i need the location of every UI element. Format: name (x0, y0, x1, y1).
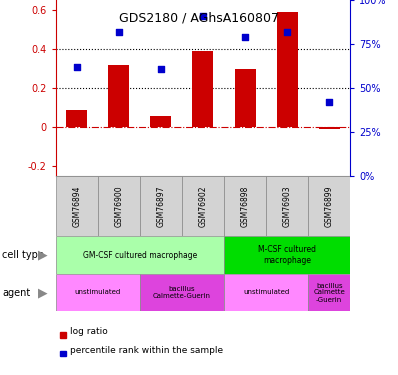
Point (242, 34, 248, 40)
Bar (56, 236, 224, 274)
Point (116, 29, 122, 35)
Bar (319, 127, 340, 129)
Text: GSM76900: GSM76900 (114, 186, 123, 227)
Bar (224, 274, 308, 311)
Text: agent: agent (2, 288, 30, 297)
Text: cell type: cell type (2, 250, 44, 260)
Point (326, 99, 332, 105)
Bar (308, 274, 350, 311)
Text: bacillus
Calmette-Guerin: bacillus Calmette-Guerin (153, 286, 211, 299)
Bar (150, 116, 172, 127)
Bar (182, 176, 224, 236)
Text: GM-CSF cultured macrophage: GM-CSF cultured macrophage (83, 251, 197, 260)
Text: GSM76894: GSM76894 (72, 186, 81, 227)
Text: M-CSF cultured
macrophage: M-CSF cultured macrophage (258, 245, 316, 265)
Text: GSM76897: GSM76897 (156, 186, 166, 227)
Text: GSM76898: GSM76898 (240, 186, 250, 227)
Point (158, 66, 164, 72)
Bar (56, 176, 98, 236)
Text: percentile rank within the sample: percentile rank within the sample (70, 346, 223, 355)
Bar (56, 274, 140, 311)
Text: log ratio: log ratio (70, 327, 107, 336)
Bar (193, 51, 213, 127)
Bar (266, 176, 308, 236)
Bar (277, 12, 298, 127)
Text: ▶: ▶ (38, 286, 47, 299)
Text: GDS2180 / AGhsA160807: GDS2180 / AGhsA160807 (119, 11, 279, 24)
Text: GSM76903: GSM76903 (283, 186, 292, 227)
Bar (224, 176, 266, 236)
Point (200, 13, 206, 19)
Bar (140, 274, 224, 311)
Point (284, 29, 290, 35)
Bar (234, 69, 256, 127)
Bar (308, 176, 350, 236)
Text: unstimulated: unstimulated (75, 290, 121, 296)
Bar (224, 236, 350, 274)
Text: GSM76899: GSM76899 (325, 186, 334, 227)
Bar (66, 110, 87, 127)
Text: bacillus
Calmette
-Guerin: bacillus Calmette -Guerin (313, 282, 345, 303)
Point (74, 64, 80, 70)
Bar (140, 176, 182, 236)
Bar (98, 176, 140, 236)
Text: ▶: ▶ (38, 249, 47, 261)
Text: unstimulated: unstimulated (243, 290, 289, 296)
Text: GSM76902: GSM76902 (199, 186, 207, 227)
Bar (108, 64, 129, 127)
